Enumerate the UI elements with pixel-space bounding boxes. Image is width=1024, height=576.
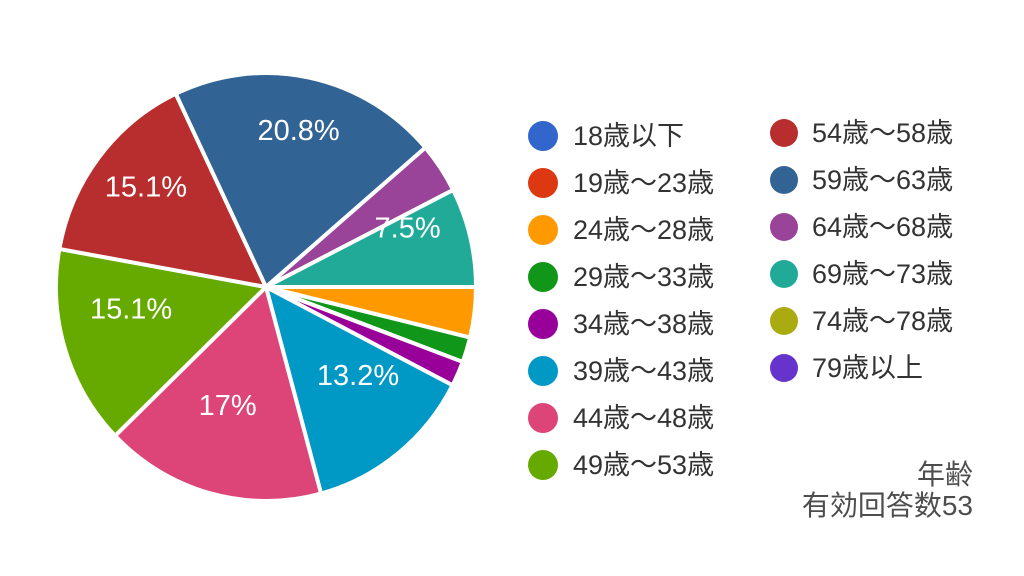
slice-label: 13.2%: [317, 360, 399, 392]
pie-slice-49歳〜53歳: [54, 246, 268, 438]
legend-item: 74歳〜78歳: [770, 306, 953, 336]
legend-label: 69歳〜73歳: [812, 259, 954, 289]
legend-swatch-icon: [528, 121, 558, 151]
legend-item: 79歳以上: [770, 353, 953, 383]
legend-label: 79歳以上: [812, 353, 924, 383]
slice-label: 15.1%: [90, 294, 172, 326]
legend-item: 24歳〜28歳: [528, 215, 714, 245]
legend-swatch-icon: [770, 119, 798, 147]
legend-item: 69歳〜73歳: [770, 259, 953, 289]
legend-swatch-icon: [528, 215, 558, 245]
pie-slice-69歳〜73歳: [264, 187, 478, 289]
legend-swatch-icon: [770, 260, 798, 288]
legend-swatch-icon: [528, 262, 558, 292]
legend-item: 29歳〜33歳: [528, 262, 714, 292]
legend-column-2: 54歳〜58歳 59歳〜63歳 64歳〜68歳 69歳〜73歳 74歳〜78歳 79歳以上: [770, 118, 953, 383]
legend-label: 24歳〜28歳: [573, 215, 715, 245]
pie-slice-54歳〜58歳: [57, 91, 268, 289]
legend-swatch-icon: [528, 450, 558, 480]
legend-swatch-icon: [770, 307, 798, 335]
chart-footer: 年齢 有効回答数53: [802, 459, 973, 521]
legend-swatch-icon: [528, 168, 558, 198]
legend-label: 29歳〜33歳: [573, 262, 715, 292]
legend-label: 19歳〜23歳: [573, 168, 715, 198]
legend-swatch-icon: [770, 166, 798, 194]
legend-label: 64歳〜68歳: [812, 212, 954, 242]
legend-label: 54歳〜58歳: [812, 118, 954, 148]
slice-label: 15.1%: [105, 172, 187, 204]
legend-label: 44歳〜48歳: [573, 403, 715, 433]
legend-label: 59歳〜63歳: [812, 165, 954, 195]
legend-swatch-icon: [528, 309, 558, 339]
legend-item: 18歳以下: [528, 121, 714, 151]
slice-label: 17%: [199, 390, 257, 422]
legend-item: 44歳〜48歳: [528, 403, 714, 433]
legend-item: 59歳〜63歳: [770, 165, 953, 195]
legend-item: 34歳〜38歳: [528, 309, 714, 339]
pie-labels-group: 13.2% 17% 15.1% 15.1% 20.8% 7.5%: [90, 115, 441, 422]
legend-item: 39歳〜43歳: [528, 356, 714, 386]
pie-slice-59歳〜63歳: [173, 71, 428, 289]
legend-swatch-icon: [528, 356, 558, 386]
slice-label: 7.5%: [375, 212, 441, 244]
legend-item: 64歳〜68歳: [770, 212, 953, 242]
legend-column-1: 18歳以下 19歳〜23歳 24歳〜28歳 29歳〜33歳 34歳〜38歳 39歳〜43歳…: [528, 121, 714, 480]
legend-item: 19歳〜23歳: [528, 168, 714, 198]
legend-label: 74歳〜78歳: [812, 306, 954, 336]
chart-title: 年齢: [916, 459, 973, 490]
legend-swatch-icon: [770, 213, 798, 241]
legend-label: 49歳〜53歳: [573, 450, 715, 480]
legend-label: 39歳〜43歳: [573, 356, 715, 386]
respondent-count: 有効回答数53: [801, 490, 973, 521]
legend-label: 18歳以下: [573, 121, 685, 151]
legend-swatch-icon: [528, 403, 558, 433]
legend-label: 34歳〜38歳: [573, 309, 715, 339]
legend-swatch-icon: [770, 354, 798, 382]
pie-slice-44歳〜48歳: [113, 285, 324, 503]
slice-label: 20.8%: [257, 115, 339, 147]
legend-item: 54歳〜58歳: [770, 118, 953, 148]
legend-item: 49歳〜53歳: [528, 450, 714, 480]
pie-slices-group: [54, 71, 478, 503]
pie-slice-39歳〜43歳: [264, 285, 455, 496]
